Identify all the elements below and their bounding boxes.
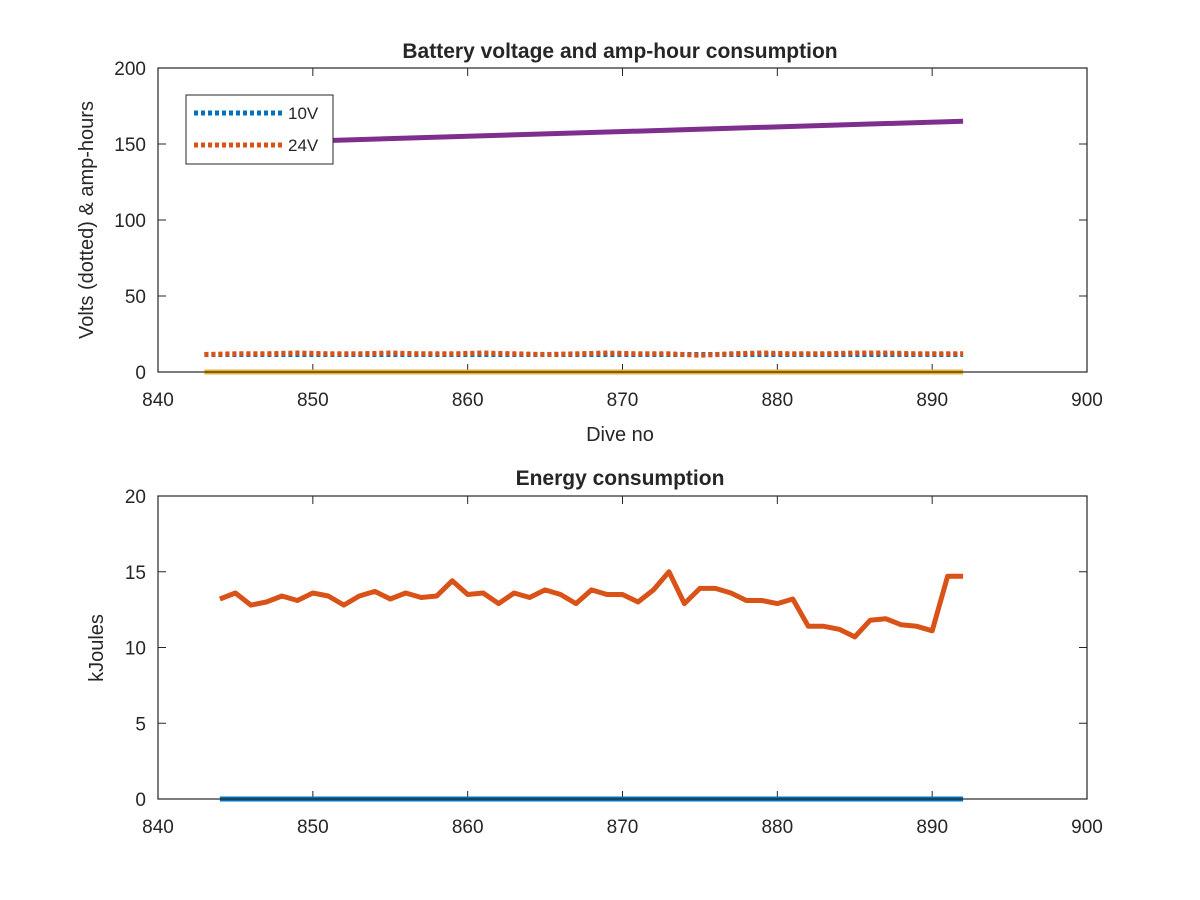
x-tick-label: 880	[761, 390, 793, 411]
y-tick-label: 50	[125, 287, 146, 308]
series-line-1	[218, 569, 964, 640]
y-tick-label: 0	[135, 363, 146, 384]
x-tick-label: 860	[452, 817, 484, 838]
y-tick-label: 5	[135, 714, 146, 735]
y-tick-label: 10	[125, 639, 146, 660]
legend-box	[185, 94, 334, 165]
y-tick-label: 100	[114, 211, 146, 232]
x-tick-label: 900	[1071, 817, 1103, 838]
y-tick-label: 150	[114, 135, 146, 156]
x-tick-label: 850	[297, 817, 329, 838]
chart-title: Energy consumption	[516, 467, 725, 490]
x-tick-label: 870	[607, 390, 639, 411]
x-tick-label: 850	[297, 390, 329, 411]
series-line-4	[312, 118, 964, 144]
x-tick-label: 870	[607, 817, 639, 838]
y-axis-label: Volts (dotted) & amp-hours	[76, 101, 98, 339]
x-tick-label: 900	[1071, 390, 1103, 411]
legend-label-24v: 24V	[288, 136, 319, 155]
x-tick-label: 890	[916, 390, 948, 411]
x-tick-label: 840	[142, 817, 174, 838]
x-tick-label: 880	[761, 817, 793, 838]
plot-frame	[157, 495, 1088, 800]
x-tick-label: 890	[916, 817, 948, 838]
x-axis-label: Dive no	[586, 424, 654, 446]
voltage-amphour-subplot: Battery voltage and amp-hour consumption…	[76, 40, 1103, 446]
x-tick-label: 860	[452, 390, 484, 411]
y-tick-label: 200	[114, 59, 146, 80]
chart-title: Battery voltage and amp-hour consumption	[402, 40, 837, 63]
y-axis-label: kJoules	[86, 614, 108, 682]
plot-frame	[157, 67, 1088, 373]
energy-subplot: Energy consumption 840 850 860 870 880 890 900…	[86, 467, 1103, 838]
y-tick-label: 15	[125, 563, 146, 584]
legend-label-10v: 10V	[288, 104, 319, 123]
y-tick-label: 20	[125, 487, 146, 508]
series-line-24v	[204, 350, 964, 358]
legend: 10V 24V	[185, 94, 334, 165]
x-tick-label: 840	[142, 390, 174, 411]
y-tick-label: 0	[135, 790, 146, 811]
